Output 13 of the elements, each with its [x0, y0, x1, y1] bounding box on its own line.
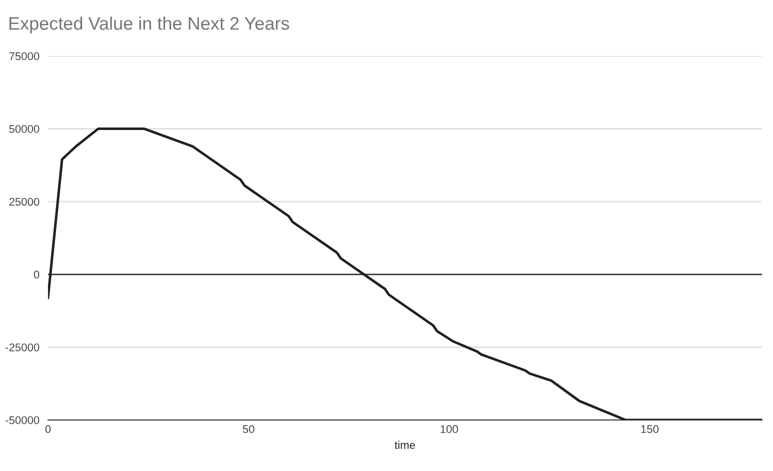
y-tick-label: 0	[34, 270, 40, 279]
x-axis-title: time	[394, 440, 415, 449]
x-tick-label: 50	[242, 425, 254, 434]
chart-title: Expected Value in the Next 2 Years	[9, 16, 290, 34]
x-tick-label: 150	[641, 425, 659, 434]
x-tick-label: 100	[440, 425, 458, 434]
y-tick-label: -50000	[6, 416, 40, 424]
y-tick-label: 50000	[9, 125, 40, 133]
y-tick-label: 25000	[9, 198, 40, 206]
y-tick-label: 75000	[9, 52, 40, 60]
x-tick-label: 0	[45, 425, 51, 434]
line-series	[48, 128, 762, 420]
y-tick-label: -25000	[6, 343, 40, 352]
